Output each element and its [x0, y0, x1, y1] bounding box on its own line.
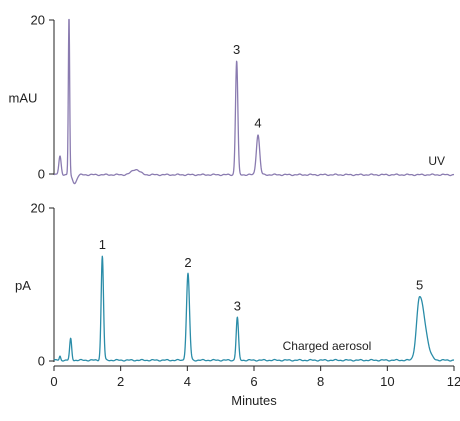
x-tick-label-4: 8 — [317, 374, 324, 389]
y-tick-label-1-1: 20 — [31, 201, 45, 216]
x-axis-title: Minutes — [231, 393, 277, 408]
y-tick-label-1-0: 0 — [38, 354, 45, 369]
x-tick-label-5: 10 — [380, 374, 394, 389]
trace-line-0 — [53, 18, 455, 185]
y-tick-label-0-1: 20 — [31, 13, 45, 28]
peak-label-1-5: 5 — [416, 278, 423, 293]
trace-label-uv: UV — [428, 154, 445, 168]
x-tick-label-1: 2 — [117, 374, 124, 389]
trace-line-1 — [53, 255, 455, 362]
x-tick-label-3: 6 — [250, 374, 257, 389]
y-tick-label-0-0: 0 — [38, 167, 45, 182]
peak-label-0-3: 3 — [233, 42, 240, 57]
x-tick-label-0: 0 — [50, 374, 57, 389]
peak-label-1-4: 3 — [234, 298, 241, 313]
peak-label-1-2: 1 — [99, 237, 106, 252]
y-axis-title-0: mAU — [9, 91, 38, 106]
peak-label-1-3: 2 — [184, 255, 191, 270]
trace-label-cad: Charged aerosol — [283, 339, 372, 353]
x-tick-label-6: 12 — [447, 374, 460, 389]
x-tick-label-2: 4 — [184, 374, 191, 389]
peak-label-0-4: 4 — [254, 116, 261, 131]
y-axis-title-1: pA — [15, 278, 31, 293]
